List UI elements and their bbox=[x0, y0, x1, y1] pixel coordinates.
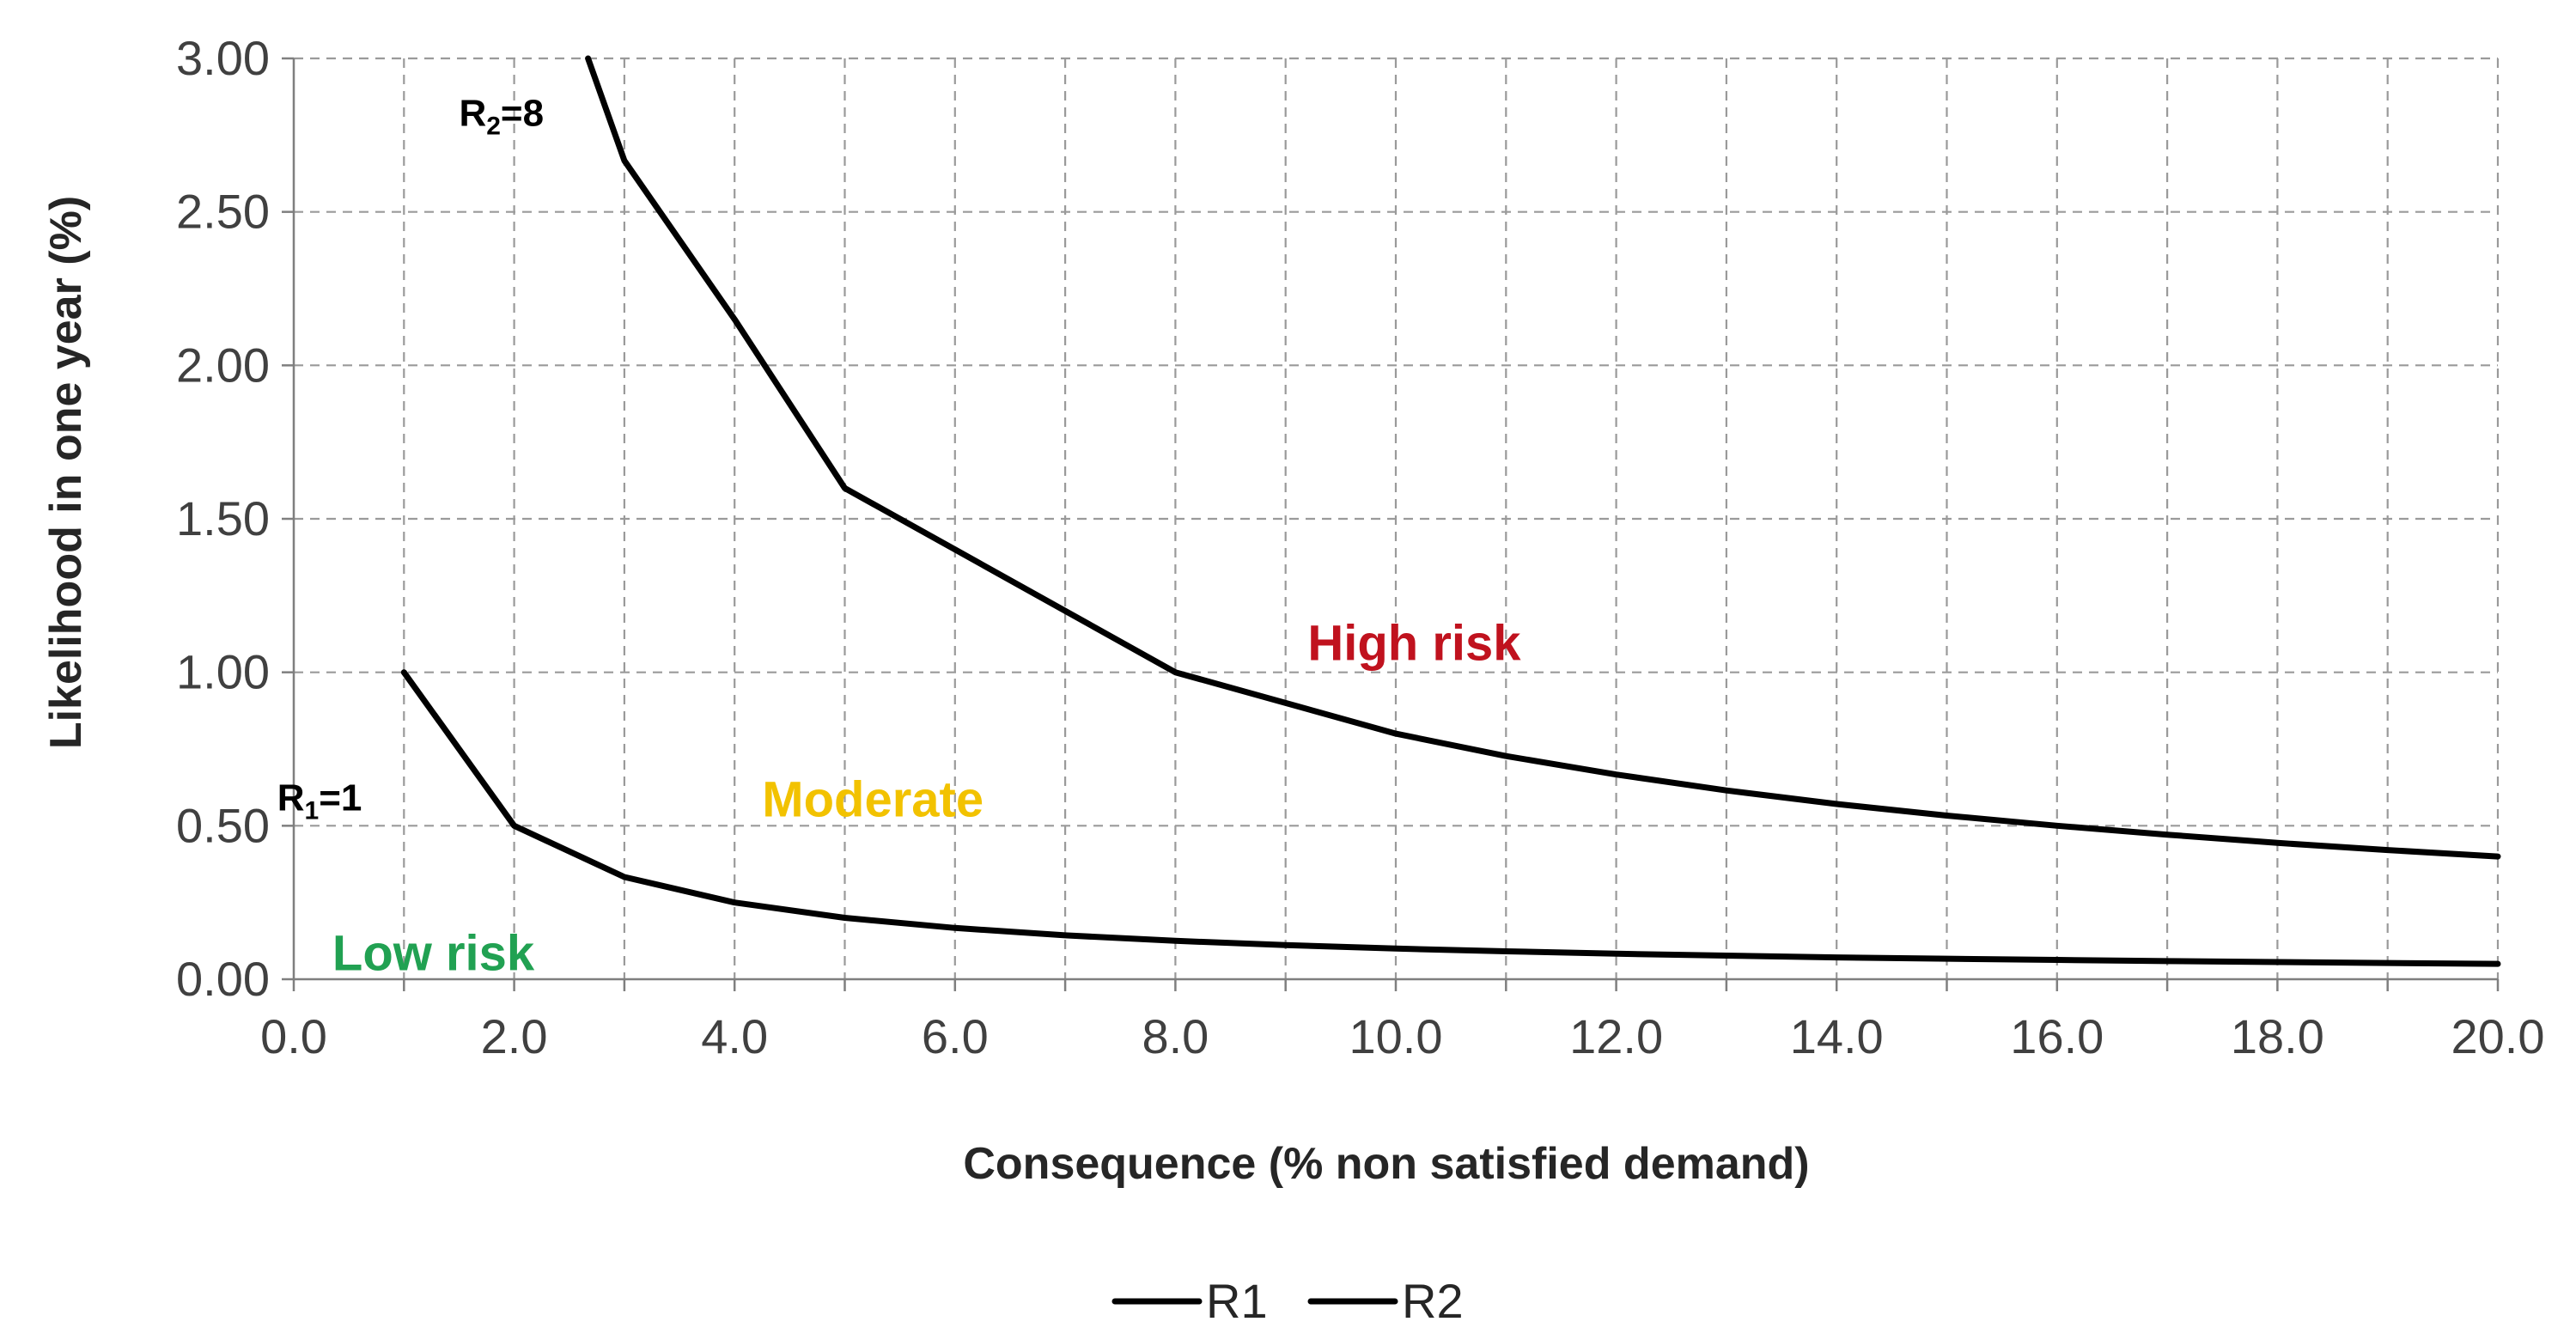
x-tick-label: 8.0 bbox=[1142, 1009, 1209, 1063]
y-tick-label: 2.50 bbox=[176, 185, 270, 239]
x-tick-label: 6.0 bbox=[922, 1009, 989, 1063]
x-tick-label: 18.0 bbox=[2231, 1009, 2324, 1063]
x-tick-label: 16.0 bbox=[2010, 1009, 2104, 1063]
y-tick-label: 2.00 bbox=[176, 338, 270, 392]
x-tick-label: 4.0 bbox=[701, 1009, 768, 1063]
high-risk-zone-label: High risk bbox=[1307, 615, 1521, 671]
series-r2-line bbox=[585, 55, 2501, 860]
y-tick-labels: 0.00 0.50 1.00 1.50 2.00 2.50 3.00 bbox=[176, 31, 270, 1006]
y-tick-label: 0.00 bbox=[176, 952, 270, 1006]
r2-curve-label: R2=8 bbox=[459, 93, 544, 141]
legend-label-r2: R2 bbox=[1402, 1274, 1464, 1328]
x-tick-label: 12.0 bbox=[1569, 1009, 1663, 1063]
series-r1-line bbox=[400, 669, 2501, 967]
legend: R1 R2 bbox=[1111, 1274, 1464, 1328]
y-tick-label: 1.00 bbox=[176, 645, 270, 699]
annotations: R2=8 R1=1 High risk Moderate Low risk bbox=[277, 93, 1522, 982]
x-tick-label: 14.0 bbox=[1790, 1009, 1884, 1063]
x-tick-labels: 0.0 2.0 4.0 6.0 8.0 10.0 12.0 14.0 16.0 18.0 20.0 bbox=[260, 1009, 2544, 1063]
y-tick-label: 1.50 bbox=[176, 491, 270, 545]
axes bbox=[282, 57, 2500, 991]
x-tick-label: 10.0 bbox=[1349, 1009, 1443, 1063]
x-axis-title: Consequence (% non satisfied demand) bbox=[963, 1139, 1809, 1189]
y-tick-label: 3.00 bbox=[176, 31, 270, 85]
x-tick-label: 2.0 bbox=[481, 1009, 548, 1063]
x-tick-label: 0.0 bbox=[260, 1009, 327, 1063]
y-axis-title: Likelihood in one year (%) bbox=[41, 196, 91, 749]
x-tick-label: 20.0 bbox=[2451, 1009, 2545, 1063]
grid bbox=[294, 57, 2500, 979]
legend-label-r1: R1 bbox=[1206, 1274, 1268, 1328]
y-tick-label: 0.50 bbox=[176, 798, 270, 852]
r1-curve-label: R1=1 bbox=[277, 777, 362, 825]
low-risk-zone-label: Low risk bbox=[332, 925, 535, 981]
series bbox=[400, 55, 2501, 967]
moderate-zone-label: Moderate bbox=[762, 772, 984, 828]
